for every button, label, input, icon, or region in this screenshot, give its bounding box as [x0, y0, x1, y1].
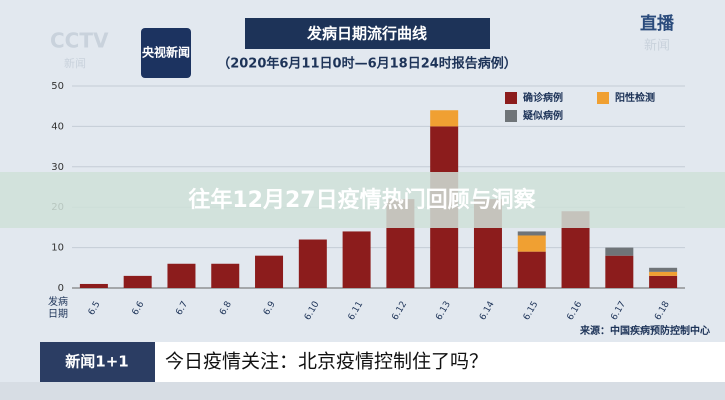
app-logo: 央视新闻 — [142, 45, 190, 60]
y-tick-label: 40 — [51, 121, 64, 132]
bottom-strip — [0, 382, 725, 400]
bar-segment — [298, 239, 327, 288]
bar-segment — [649, 271, 678, 276]
bar-segment — [517, 235, 546, 252]
program-box — [40, 342, 155, 382]
banner-title: 往年12月27日疫情热门回顾与洞察 — [188, 187, 536, 213]
legend-swatch — [505, 110, 517, 122]
program-logo: 新闻1+1 — [65, 353, 128, 371]
x-axis-label: 发病日期 — [48, 295, 68, 320]
live-logo: 直播 — [640, 13, 675, 34]
app-logo-box — [141, 28, 191, 78]
ticker-headline: 今日疫情关注：北京疫情控制住了吗？ — [165, 351, 488, 373]
bar-segment — [123, 275, 152, 288]
legend-swatch — [597, 92, 609, 104]
cctv-sub: 新闻 — [64, 56, 86, 70]
live-sub: 新闻 — [644, 38, 670, 54]
y-tick-label: 10 — [51, 243, 64, 254]
bar-segment — [517, 231, 546, 236]
chart-subtitle: （2020年6月11日0时—6月18日24时报告病例） — [217, 56, 517, 72]
y-tick-label: 50 — [51, 81, 64, 92]
bar-segment — [342, 231, 371, 288]
bar-segment — [430, 110, 459, 127]
bar-segment — [79, 283, 108, 288]
bar-segment — [605, 247, 634, 256]
bar-segment — [649, 275, 678, 288]
chart-title: 发病日期流行曲线 — [306, 25, 427, 43]
cctv-logo: CCTV — [50, 29, 109, 53]
legend-label: 确诊病例 — [523, 91, 563, 104]
bar-segment — [605, 255, 634, 288]
y-tick-label: 0 — [58, 283, 64, 294]
y-tick-label: 30 — [51, 162, 64, 173]
legend-label: 阳性检测 — [615, 91, 655, 104]
legend-swatch — [505, 92, 517, 104]
bar-segment — [255, 255, 284, 288]
bar-segment — [167, 263, 196, 288]
bar-segment — [211, 263, 240, 288]
banner-bg — [0, 172, 725, 228]
bar-segment — [517, 251, 546, 288]
title-box — [245, 18, 490, 49]
bar-segment — [649, 267, 678, 272]
source: 来源：中国疾病预防控制中心 — [579, 324, 710, 337]
legend-label: 疑似病例 — [523, 109, 563, 122]
